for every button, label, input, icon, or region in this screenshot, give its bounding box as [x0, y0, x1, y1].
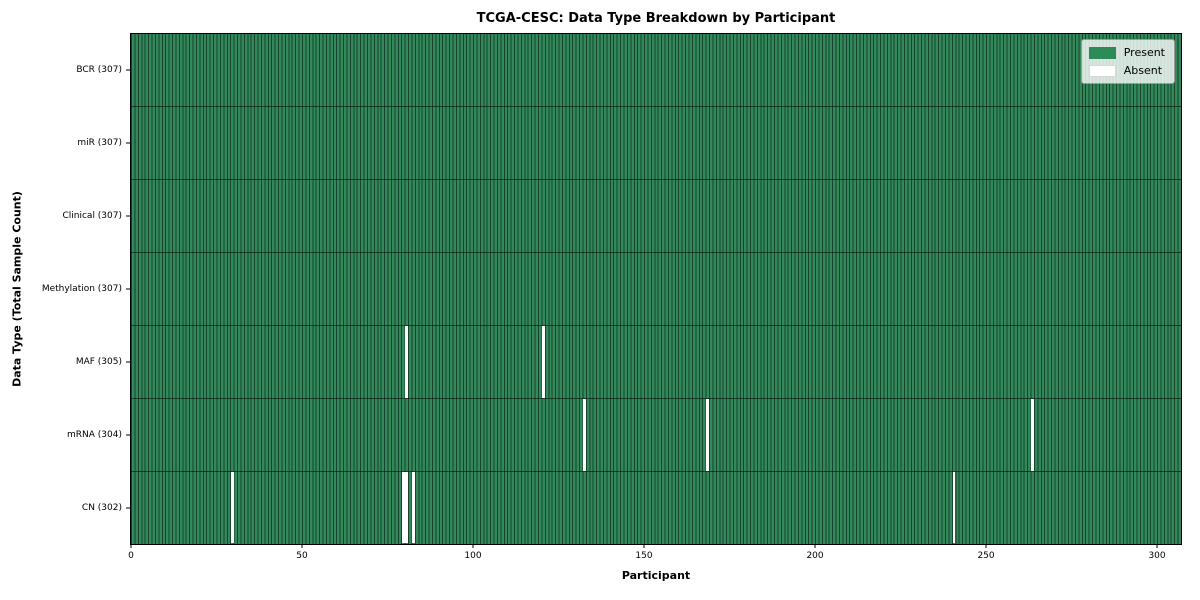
absent-cell — [542, 326, 545, 398]
y-tick-mark — [126, 434, 130, 436]
x-tick-label: 150 — [635, 551, 653, 561]
row-separator — [131, 106, 1181, 108]
row-separator — [131, 397, 1181, 399]
legend-item: Present — [1088, 46, 1165, 59]
absent-cell — [230, 471, 234, 544]
absent-cell — [952, 471, 956, 544]
row-label: mRNA (304) — [67, 429, 122, 440]
legend-label: Absent — [1123, 64, 1163, 77]
absent-cell — [412, 471, 415, 544]
chart-title: TCGA-CESC: Data Type Breakdown by Partic… — [476, 11, 836, 26]
absent-cell — [405, 326, 409, 398]
legend-swatch-absent — [1088, 64, 1116, 77]
row-label: miR (307) — [77, 138, 122, 149]
row-separator — [131, 179, 1181, 181]
row-separator — [131, 324, 1181, 326]
legend-label: Present — [1123, 46, 1165, 59]
x-tick-label: 0 — [128, 551, 134, 561]
row-separator — [131, 470, 1181, 472]
row-separator — [131, 252, 1181, 254]
x-tick-mark — [130, 544, 132, 548]
y-tick-mark — [126, 507, 130, 509]
y-tick-mark — [126, 142, 130, 144]
x-tick-label: 50 — [296, 551, 308, 561]
x-tick-label: 200 — [806, 551, 824, 561]
row-label: Methylation (307) — [41, 284, 122, 294]
y-tick-mark — [126, 215, 130, 217]
legend-swatch-present — [1088, 46, 1116, 59]
y-axis-label: Data Type (Total Sample Count) — [10, 191, 24, 387]
absent-cell — [583, 398, 586, 471]
y-tick-mark — [126, 69, 130, 71]
absent-cell — [1031, 398, 1034, 471]
x-tick-label: 300 — [1148, 551, 1166, 561]
absent-cell — [401, 471, 405, 544]
y-tick-mark — [126, 361, 130, 363]
row-label: MAF (305) — [75, 356, 122, 367]
x-tick-mark — [814, 544, 816, 548]
row-label: Clinical (307) — [62, 211, 122, 222]
x-tick-mark — [1156, 544, 1158, 548]
x-tick-label: 250 — [977, 551, 995, 561]
x-tick-mark — [472, 544, 474, 548]
absent-cell — [405, 471, 409, 544]
plot-area: BCR (307) miR (307) Clinical (307) Methylat… — [42, 33, 1182, 561]
x-axis-label: Participant — [621, 569, 691, 582]
legend-item: Absent — [1088, 64, 1165, 77]
y-tick-mark — [126, 288, 130, 290]
x-tick-label: 100 — [464, 551, 482, 561]
row-label: CN (302) — [81, 502, 122, 513]
row-label: BCR (307) — [76, 65, 122, 76]
x-tick-mark — [985, 544, 987, 548]
legend: Present Absent — [1080, 39, 1175, 84]
absent-cell — [706, 398, 709, 471]
x-tick-mark — [643, 544, 645, 548]
x-tick-mark — [301, 544, 303, 548]
